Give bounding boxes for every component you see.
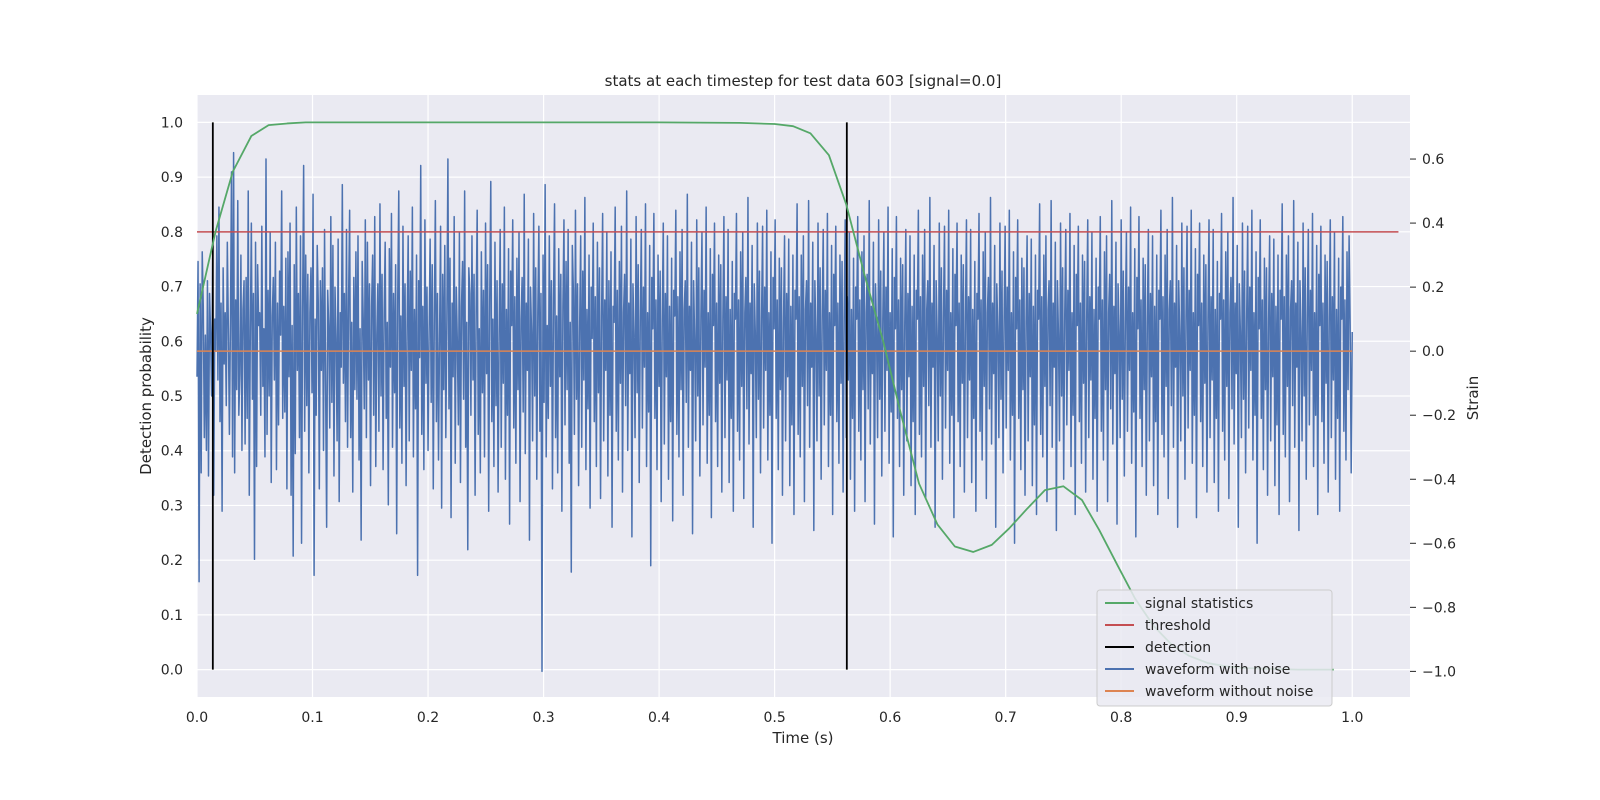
axes: 0.0 0.1 0.2 0.3 0.4 0.5 0.6 0.7 0.8 0.9 1.0 0.0 0.1 0…	[161, 115, 1456, 726]
y2-tick-label: 0.0	[1422, 344, 1444, 360]
x-axis-title: Time (s)	[772, 729, 834, 747]
y-tick-label: 0.1	[161, 608, 183, 624]
y-tick-label: 0.9	[161, 170, 183, 186]
legend-box	[1096, 589, 1333, 707]
y-tick-label: 1.0	[161, 115, 183, 131]
legend-label: waveform without noise	[1145, 684, 1313, 700]
x-tick-label: 0.9	[1226, 710, 1248, 726]
y2-tick-label: −0.4	[1422, 472, 1456, 488]
y-axis-title: Detection probability	[137, 317, 155, 475]
chart-title: stats at each timestep for test data 603…	[605, 72, 1002, 90]
legend-label: detection	[1145, 640, 1211, 656]
x-tick-label: 0.1	[301, 710, 323, 726]
waveform-with-noise-line	[196, 151, 1353, 673]
y2-tick-label: −1.0	[1422, 664, 1456, 680]
y2-tick-label: −0.6	[1422, 536, 1456, 552]
y-tick-label: 0.5	[161, 389, 183, 405]
legend-label: waveform with noise	[1145, 662, 1290, 678]
y2-tick-label: 0.4	[1422, 216, 1444, 232]
y2-tick-label: 0.6	[1422, 152, 1444, 168]
x-tick-label: 0.6	[879, 710, 901, 726]
x-tick-label: 0.8	[1110, 710, 1132, 726]
y2-axis-title: Strain	[1464, 376, 1482, 420]
y-tick-label: 0.0	[161, 663, 183, 679]
x-tick-label: 0.4	[648, 710, 670, 726]
y2-tick-label: 0.2	[1422, 280, 1444, 296]
legend-label: signal statistics	[1145, 596, 1253, 612]
x-tick-label: 1.0	[1341, 710, 1363, 726]
x-tick-label: 0.3	[532, 710, 554, 726]
y2-tick-label: −0.2	[1422, 408, 1456, 424]
x-tick-label: 0.2	[417, 710, 439, 726]
y-tick-label: 0.3	[161, 498, 183, 514]
x-tick-label: 0.0	[186, 710, 208, 726]
y-tick-label: 0.6	[161, 334, 183, 350]
y-tick-label: 0.8	[161, 225, 183, 241]
x-tick-label: 0.7	[995, 710, 1017, 726]
y2-tick-label: −0.8	[1422, 600, 1456, 616]
legend-label: threshold	[1145, 618, 1211, 634]
y-tick-label: 0.4	[161, 444, 183, 460]
y-tick-label: 0.2	[161, 553, 183, 569]
x-tick-label: 0.5	[763, 710, 785, 726]
legend: signal statistics threshold detection wavef…	[1096, 589, 1333, 707]
y-tick-label: 0.7	[161, 280, 183, 296]
